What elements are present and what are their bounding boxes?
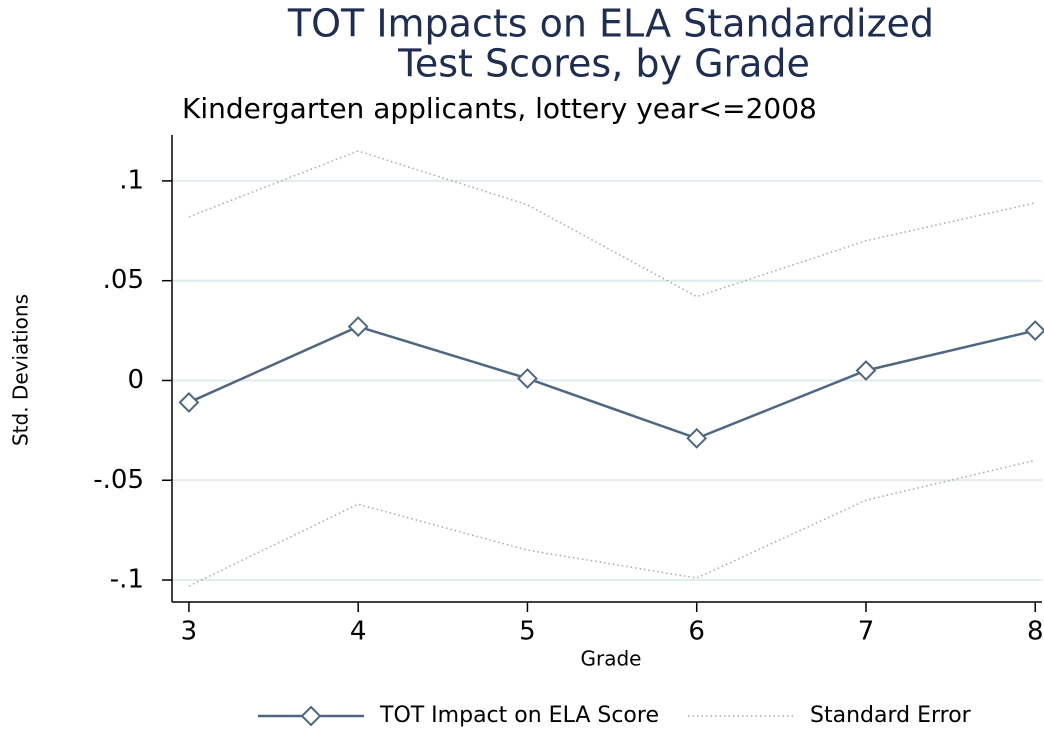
y-tick-label: .1 [119, 165, 144, 195]
x-tick-label: 4 [350, 617, 367, 647]
marker [178, 392, 200, 413]
x-tick-label: 5 [519, 617, 536, 647]
x-tick-label: 7 [858, 617, 875, 647]
x-tick-label: 8 [1027, 617, 1044, 647]
marker [517, 368, 538, 389]
chart-subtitle: Kindergarten applicants, lottery year<=2… [182, 92, 817, 125]
series-line [188, 325, 1036, 440]
legend-marker [300, 705, 322, 727]
legend-label: Standard Error [810, 703, 972, 728]
y-tick-label: -.05 [93, 465, 144, 495]
x-axis-title: Grade [581, 647, 642, 671]
marker [686, 427, 708, 449]
chart-title: TOT Impacts on ELA Standardized [287, 2, 934, 46]
y-tick-label: -.1 [110, 565, 144, 595]
chart-title: Test Scores, by Grade [397, 42, 810, 86]
y-tick-label: 0 [127, 365, 144, 395]
series-line [188, 150, 1036, 298]
x-tick-label: 6 [688, 617, 705, 647]
y-axis-title: Std. Deviations [9, 294, 33, 446]
marker [1024, 320, 1044, 341]
y-tick-label: .05 [103, 265, 144, 295]
x-tick-label: 3 [181, 617, 198, 647]
marker [347, 316, 369, 338]
legend-label: TOT Impact on ELA Score [379, 703, 659, 728]
marker [855, 360, 877, 381]
